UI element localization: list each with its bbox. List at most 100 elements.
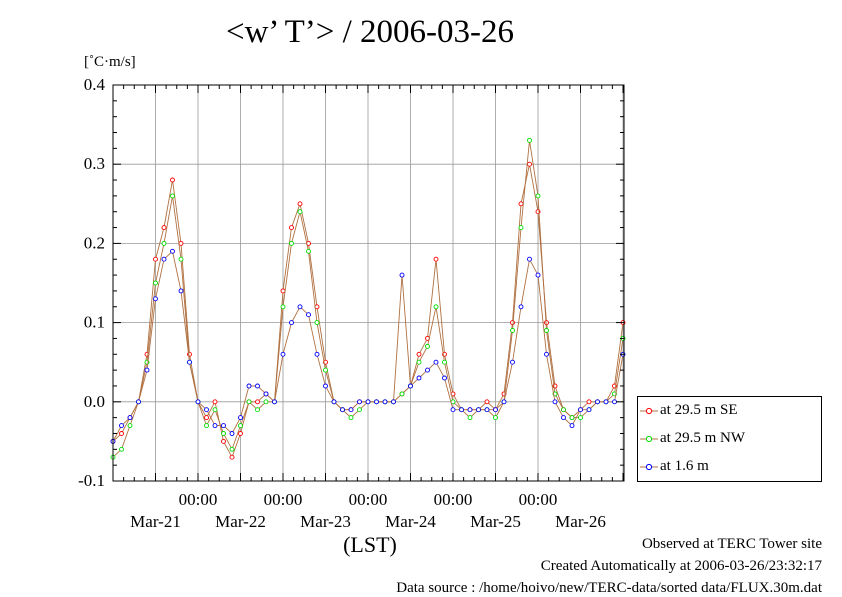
data-point (238, 423, 243, 429)
x-time-label: 00:00 (349, 490, 388, 509)
data-point (382, 399, 388, 405)
data-point (153, 256, 158, 262)
data-point (297, 304, 303, 310)
data-point (578, 407, 583, 413)
data-point (484, 407, 490, 413)
data-point (221, 438, 226, 444)
data-point (212, 407, 218, 413)
data-point (161, 225, 167, 231)
data-point (501, 399, 507, 405)
y-tick-label: 0.1 (84, 313, 105, 332)
data-point (204, 423, 209, 429)
data-point (348, 415, 354, 421)
data-point (289, 320, 294, 326)
data-point (178, 240, 184, 246)
data-point (246, 399, 252, 405)
data-point (442, 375, 447, 381)
data-point (527, 137, 532, 143)
data-point (170, 193, 175, 199)
data-point (255, 407, 260, 413)
legend-marker-se (640, 407, 658, 415)
data-point (348, 407, 354, 413)
data-point (425, 343, 430, 349)
series-layer (110, 137, 626, 460)
data-point (314, 320, 320, 326)
data-point (306, 248, 311, 254)
x-time-label: 00:00 (434, 490, 473, 509)
data-point (374, 399, 379, 405)
data-point (238, 431, 243, 436)
data-point (127, 415, 133, 421)
x-date-label: Mar-26 (555, 512, 606, 531)
data-point (603, 399, 609, 405)
data-point (518, 304, 524, 310)
data-point (161, 240, 167, 246)
data-point (357, 399, 362, 405)
data-point (280, 304, 286, 310)
data-point (119, 431, 124, 436)
data-point (569, 423, 575, 429)
data-point (544, 351, 549, 357)
data-point (518, 225, 524, 231)
x-date-label: Mar-23 (300, 512, 351, 531)
data-point (433, 304, 439, 310)
data-point (297, 209, 303, 215)
x-time-label: 00:00 (264, 490, 303, 509)
data-point (467, 407, 473, 413)
data-point (442, 359, 447, 365)
y-axis-unit-label: [˚C·m/s] (84, 54, 136, 70)
data-point (544, 328, 549, 333)
legend-label-nw: at 29.5 m NW (660, 430, 745, 446)
data-point (399, 391, 405, 397)
data-point (493, 415, 498, 421)
y-tick-label: -0.1 (78, 471, 105, 490)
data-point (510, 320, 515, 326)
data-point (153, 296, 158, 302)
axes: -0.1 0.0 0.1 0.2 0.3 0.4 00:00 00:00 00:00 00:00 0… (78, 75, 624, 531)
footer-source: Data source : /home/hoivo/new/TERC-data/… (396, 580, 822, 596)
data-point (297, 201, 303, 207)
data-point (612, 399, 617, 405)
data-point (433, 256, 439, 262)
footer-observed: Observed at TERC Tower site (641, 536, 822, 552)
data-point (221, 423, 226, 429)
data-point (195, 399, 201, 405)
data-point (323, 367, 328, 373)
data-point (161, 256, 167, 262)
data-point (187, 359, 192, 365)
data-point (331, 399, 337, 405)
data-point (586, 407, 592, 413)
x-date-label: Mar-25 (470, 512, 521, 531)
data-point (484, 399, 490, 405)
y-tick-label: 0.4 (84, 75, 106, 94)
data-point (212, 423, 218, 429)
data-point (280, 288, 286, 294)
data-point (263, 391, 269, 397)
chart-title: <w’ T’> / 2006-03-26 (225, 14, 515, 50)
data-point (527, 256, 532, 262)
data-point (535, 272, 541, 278)
x-time-label: 00:00 (519, 490, 558, 509)
data-point (221, 431, 226, 436)
legend-item-se: at 29.5 m SE (638, 401, 823, 421)
data-point (306, 312, 311, 318)
y-tick-label: 0.3 (84, 154, 105, 173)
data-point (459, 407, 464, 413)
x-date-label: Mar-24 (385, 512, 436, 531)
data-point (289, 240, 294, 246)
data-point (408, 383, 413, 389)
legend-item-1-6m: at 1.6 m (638, 457, 823, 477)
legend-label-1-6m: at 1.6 m (660, 458, 709, 474)
y-tick-label: 0.0 (84, 392, 105, 411)
data-point (127, 423, 133, 429)
series-1-6m (110, 248, 626, 444)
data-point (178, 256, 184, 262)
data-point (561, 415, 566, 421)
data-point (518, 201, 524, 207)
data-point (170, 177, 175, 183)
plot-frame (112, 84, 625, 482)
x-date-label: Mar-22 (215, 512, 266, 531)
data-point (552, 399, 558, 405)
data-point (510, 359, 515, 365)
data-point (255, 383, 260, 389)
